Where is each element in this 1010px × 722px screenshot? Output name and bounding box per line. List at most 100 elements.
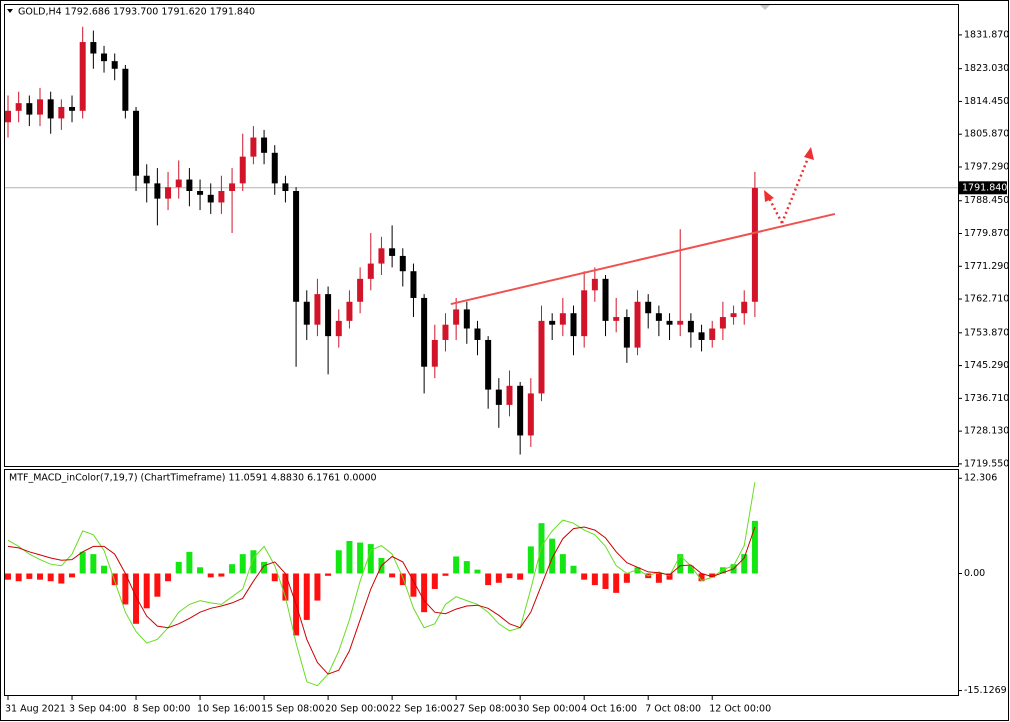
- candle-body: [741, 301, 748, 314]
- candle-body: [666, 320, 673, 325]
- histogram-bar: [613, 573, 620, 593]
- histogram-bar: [634, 567, 641, 574]
- chart-title: GOLD,H4 1792.686 1793.700 1791.620 1791.…: [18, 7, 255, 18]
- candle-body: [421, 297, 428, 367]
- histogram-bar: [69, 573, 76, 578]
- main-panel: [4, 4, 959, 467]
- candle-body: [261, 137, 268, 153]
- candle-body: [314, 294, 321, 325]
- y-tick-label: 1831.870: [964, 29, 1009, 40]
- candle-body: [47, 99, 54, 119]
- forecast-arrow: [764, 147, 814, 224]
- candle-body: [581, 290, 588, 337]
- candle-body: [282, 183, 289, 192]
- histogram-bar: [239, 554, 246, 574]
- y-tick-label: -15.1269: [964, 685, 1007, 696]
- candle-body: [101, 53, 108, 62]
- histogram-bar: [559, 554, 566, 574]
- histogram-bar: [698, 573, 705, 582]
- candle-body: [591, 278, 598, 291]
- candle-body: [325, 294, 332, 337]
- candle-body: [229, 183, 236, 192]
- histogram-bar: [175, 561, 182, 574]
- histogram-bar: [90, 554, 97, 574]
- y-tick-label: 1728.130: [964, 426, 1009, 437]
- candle-body: [527, 393, 534, 436]
- histogram-bar: [655, 573, 662, 583]
- histogram-bar: [410, 573, 417, 597]
- histogram-bar: [229, 564, 236, 574]
- y-tick-label: 0.00: [964, 568, 985, 579]
- histogram-bar: [26, 573, 33, 579]
- y-tick-label: 1814.450: [964, 96, 1009, 107]
- histogram-bar: [186, 551, 193, 574]
- candle-body: [122, 68, 129, 111]
- last-price-label: 1791.840: [962, 182, 1007, 193]
- candle-body: [613, 317, 620, 321]
- x-tick-label: 15 Sep 08:00: [261, 704, 324, 715]
- y-tick-label: 1771.290: [964, 261, 1009, 272]
- histogram-bar: [463, 561, 470, 574]
- candle-body: [538, 320, 545, 394]
- histogram-bar: [602, 573, 609, 589]
- x-tick-label: 7 Oct 08:00: [645, 704, 701, 715]
- histogram-bar: [346, 540, 353, 574]
- histogram-bar: [197, 567, 204, 574]
- candle-body: [570, 313, 577, 337]
- histogram-bar: [250, 550, 257, 574]
- candle-body: [485, 339, 492, 390]
- candle-body: [549, 320, 556, 325]
- candle-body: [463, 309, 470, 329]
- histogram-bar: [325, 573, 332, 576]
- candle-body: [26, 103, 33, 115]
- y-tick-label: 1823.030: [964, 63, 1009, 74]
- histogram-bar: [570, 565, 577, 574]
- y-tick-label: 1788.450: [964, 195, 1009, 206]
- candle-body: [367, 263, 374, 279]
- candle-body: [175, 179, 182, 188]
- y-tick-label: 1753.870: [964, 327, 1009, 338]
- histogram-bar: [207, 573, 214, 578]
- candle-body: [207, 194, 214, 203]
- candle-body: [634, 301, 641, 348]
- candle-body: [431, 339, 438, 367]
- candle-body: [111, 61, 118, 69]
- histogram-bar: [495, 573, 502, 583]
- candle-body: [410, 271, 417, 298]
- candle-body: [559, 313, 566, 325]
- y-tick-label: 1797.290: [964, 161, 1009, 172]
- histogram-bar: [165, 573, 172, 582]
- histogram-bar: [591, 573, 598, 586]
- indicator-panel: [4, 469, 959, 696]
- candle-body: [389, 248, 396, 256]
- candle-body: [293, 191, 300, 302]
- histogram-bar: [133, 573, 140, 624]
- histogram-bar: [101, 565, 108, 574]
- x-tick-label: 27 Sep 08:00: [453, 704, 516, 715]
- candle-body: [303, 301, 310, 325]
- dropdown-icon[interactable]: [7, 9, 13, 13]
- candle-body: [751, 187, 758, 302]
- x-tick-label: 31 Aug 2021: [5, 704, 66, 715]
- candle-body: [506, 385, 513, 405]
- y-tick-label: 1719.550: [964, 458, 1009, 469]
- histogram-bar: [303, 573, 310, 620]
- candle-body: [442, 324, 449, 340]
- indicator-line: [7, 526, 756, 675]
- histogram-bar: [261, 561, 268, 574]
- histogram-bar: [47, 573, 54, 582]
- histogram-bar: [474, 569, 481, 574]
- candle-body: [655, 313, 662, 321]
- histogram-bar: [218, 573, 225, 577]
- x-tick-label: 3 Sep 04:00: [69, 704, 126, 715]
- y-tick-label: 1736.710: [964, 393, 1009, 404]
- histogram-bar: [623, 573, 630, 583]
- x-tick-label: 4 Oct 16:00: [581, 704, 637, 715]
- histogram-bar: [79, 551, 86, 574]
- candle-body: [719, 317, 726, 329]
- histogram-bar: [122, 573, 129, 605]
- candle-body: [378, 248, 385, 264]
- candle-body: [602, 278, 609, 321]
- candle-body: [239, 156, 246, 184]
